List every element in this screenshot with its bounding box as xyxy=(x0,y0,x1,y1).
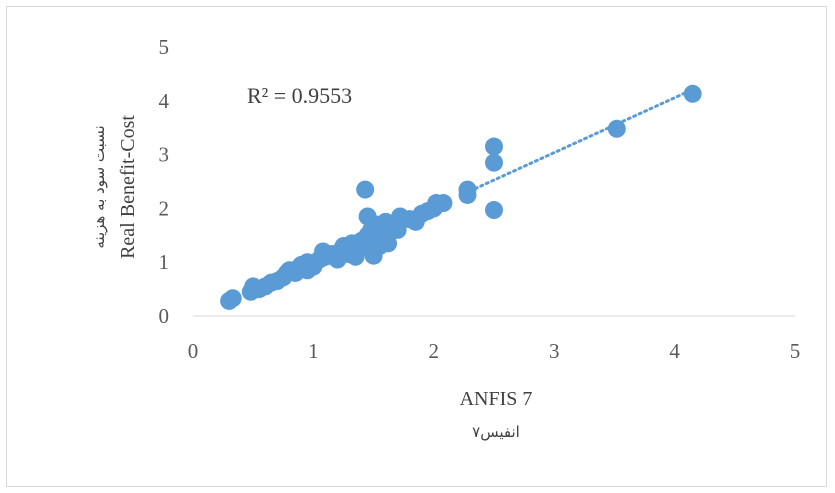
x-tick-label: 3 xyxy=(549,339,560,363)
x-axis-title: ANFIS 7 xyxy=(460,388,533,410)
r-squared-annotation: R² = 0.9553 xyxy=(247,83,352,108)
trendline-layer xyxy=(468,88,695,193)
data-point xyxy=(388,220,407,239)
points-layer xyxy=(220,84,702,310)
data-point xyxy=(356,180,375,199)
data-point xyxy=(379,234,398,253)
y-axis-title: Real Benefit-Cost xyxy=(117,115,139,259)
trendline xyxy=(468,88,695,193)
data-point xyxy=(485,137,503,156)
data-point xyxy=(223,289,242,308)
y-tick-label: 0 xyxy=(159,304,170,328)
data-point xyxy=(458,180,477,199)
y-tick-label: 1 xyxy=(159,250,170,274)
data-point xyxy=(683,84,702,103)
x-tick-label: 2 xyxy=(429,339,440,363)
y-tick-label: 3 xyxy=(159,143,170,167)
x-tick-label: 4 xyxy=(669,339,680,363)
data-point xyxy=(485,153,503,172)
x-axis-subtitle: انفیس۷ xyxy=(472,423,520,441)
data-point xyxy=(485,201,503,220)
data-point xyxy=(607,119,626,138)
ticks-layer: 0 1 2 3 4 5 0 1 2 3 4 5 xyxy=(159,35,801,363)
y-tick-label: 2 xyxy=(159,196,170,220)
x-tick-label: 1 xyxy=(308,339,319,363)
y-axis-subtitle: نسبت سود به هزینه xyxy=(90,125,108,248)
y-tick-label: 5 xyxy=(159,35,170,59)
x-tick-label: 0 xyxy=(188,339,199,363)
data-point xyxy=(434,194,453,213)
x-tick-label: 5 xyxy=(790,339,801,363)
y-tick-label: 4 xyxy=(159,89,170,113)
